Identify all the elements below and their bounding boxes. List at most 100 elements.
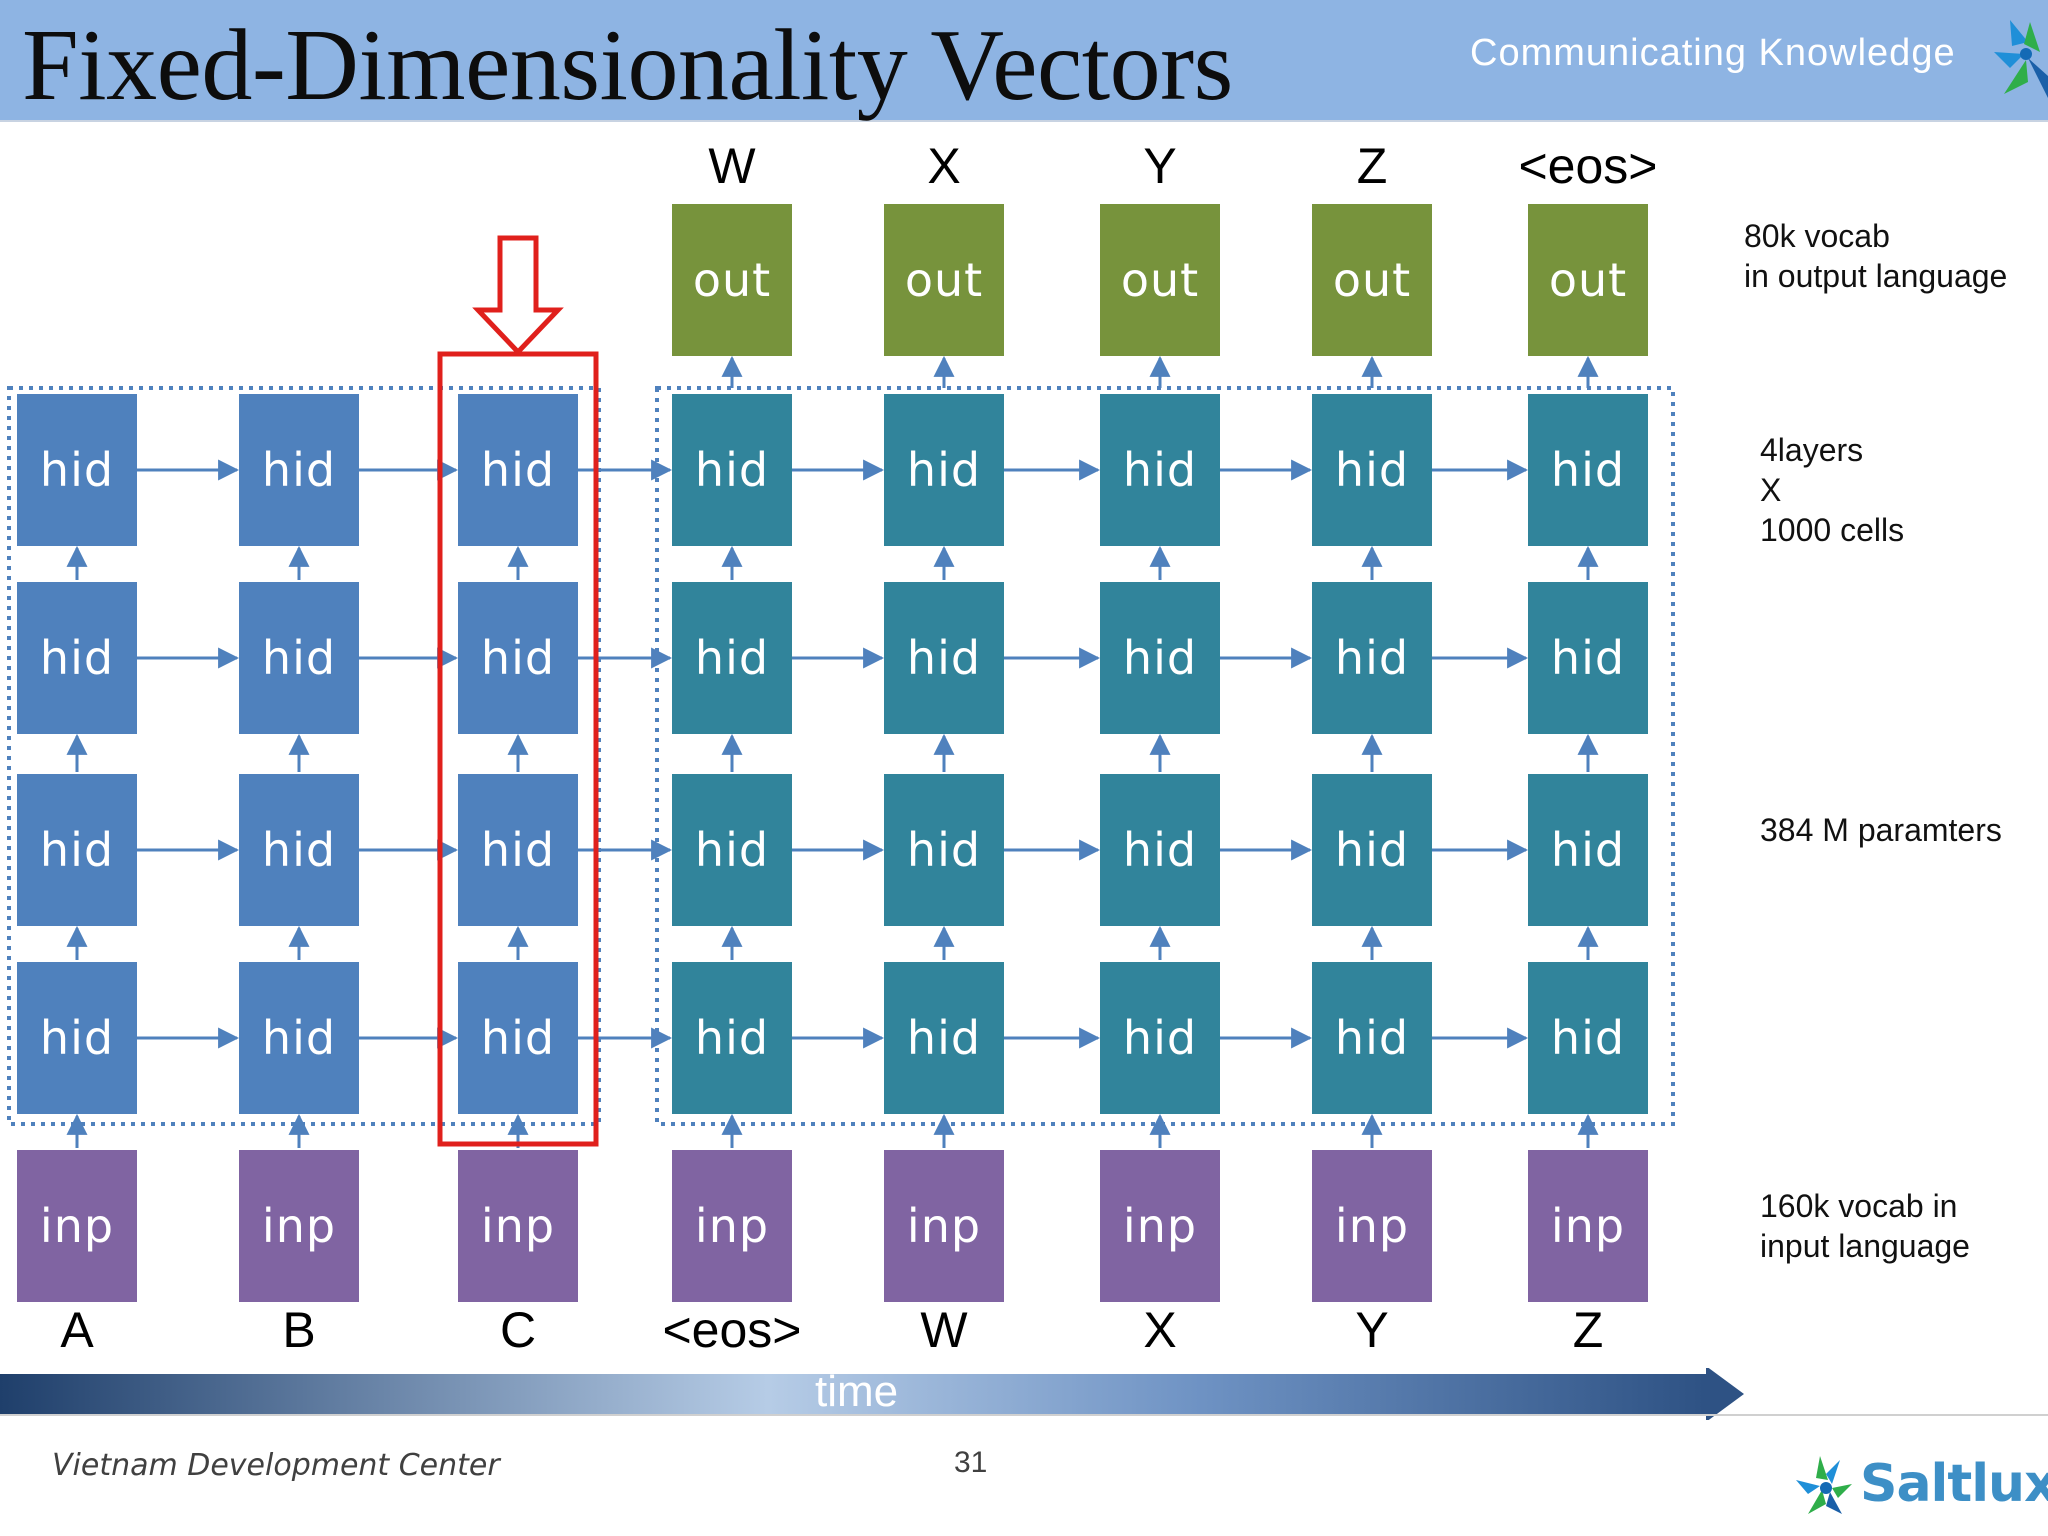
output-cell-t5: out <box>884 204 1004 356</box>
hidden-cell-t8-layer1-label: hid <box>1550 1011 1626 1065</box>
hidden-cell-t4-layer2: hid <box>672 774 792 926</box>
brand-name: Saltlux <box>1860 1454 2048 1514</box>
input-token-t2: B <box>282 1302 316 1358</box>
input-cell-t5: inp <box>884 1150 1004 1302</box>
note-layers: 4layers X 1000 cells <box>1760 432 1905 548</box>
hidden-cell-t1-layer3: hid <box>17 582 137 734</box>
input-token-t5: W <box>920 1302 968 1358</box>
footer-divider <box>0 1414 2048 1416</box>
hidden-cell-t7-layer4: hid <box>1312 394 1432 546</box>
output-cell-t4: out <box>672 204 792 356</box>
hidden-cell-t1-layer4: hid <box>17 394 137 546</box>
input-cell-t7: inp <box>1312 1150 1432 1302</box>
hidden-cell-t6-layer4-label: hid <box>1122 443 1198 497</box>
saltlux-star-icon <box>1994 20 2048 98</box>
input-cell-t4: inp <box>672 1150 792 1302</box>
hidden-cell-t1-layer2: hid <box>17 774 137 926</box>
hidden-cell-t7-layer3: hid <box>1312 582 1432 734</box>
hidden-cell-t8-layer1: hid <box>1528 962 1648 1114</box>
hidden-cell-t7-layer2-label: hid <box>1334 823 1410 877</box>
hidden-cell-t1-layer4-label: hid <box>39 443 115 497</box>
output-cell-t8: out <box>1528 204 1648 356</box>
hidden-cell-t6-layer3: hid <box>1100 582 1220 734</box>
output-token-5: <eos> <box>1518 138 1658 194</box>
hidden-cell-t4-layer1: hid <box>672 962 792 1114</box>
input-cell-t2-label: inp <box>261 1199 337 1253</box>
output-cell-t8-label: out <box>1548 253 1628 307</box>
input-cell-t8: inp <box>1528 1150 1648 1302</box>
hidden-cell-t5-layer3: hid <box>884 582 1004 734</box>
output-cell-t4-label: out <box>692 253 772 307</box>
hidden-cell-t4-layer3-label: hid <box>694 631 770 685</box>
hidden-cell-t3-layer1: hid <box>458 962 578 1114</box>
time-arrow <box>0 1368 1744 1420</box>
hidden-cell-t4-layer3: hid <box>672 582 792 734</box>
hidden-cell-t8-layer2-label: hid <box>1550 823 1626 877</box>
input-token-t1: A <box>60 1302 94 1358</box>
page-number: 31 <box>954 1446 988 1479</box>
brand-logo: Saltlux <box>1790 1450 2048 1522</box>
hidden-cell-t5-layer2: hid <box>884 774 1004 926</box>
hidden-cell-t3-layer2-label: hid <box>480 823 556 877</box>
note-output-vocab: 80k vocab in output language <box>1744 218 2008 294</box>
output-token-1: W <box>708 138 756 194</box>
hidden-cell-t7-layer1: hid <box>1312 962 1432 1114</box>
hidden-cell-t4-layer4: hid <box>672 394 792 546</box>
hidden-cell-t8-layer3: hid <box>1528 582 1648 734</box>
hidden-cell-t3-layer4: hid <box>458 394 578 546</box>
output-token-2: X <box>927 138 961 194</box>
hidden-cell-t8-layer4: hid <box>1528 394 1648 546</box>
input-cell-t4-label: inp <box>694 1199 770 1253</box>
output-cell-t6: out <box>1100 204 1220 356</box>
hidden-cell-t6-layer2-label: hid <box>1122 823 1198 877</box>
hidden-cell-t2-layer3: hid <box>239 582 359 734</box>
hidden-cell-t6-layer1-label: hid <box>1122 1011 1198 1065</box>
hidden-cell-t6-layer1: hid <box>1100 962 1220 1114</box>
hidden-cell-t5-layer2-label: hid <box>906 823 982 877</box>
input-cell-t7-label: inp <box>1334 1199 1410 1253</box>
input-token-t8: Z <box>1572 1302 1604 1358</box>
hidden-cell-t1-layer2-label: hid <box>39 823 115 877</box>
hidden-cell-t1-layer3-label: hid <box>39 631 115 685</box>
input-cell-t3: inp <box>458 1150 578 1302</box>
input-token-t3: C <box>499 1302 537 1358</box>
slide-title: Fixed-Dimensionality Vectors <box>22 9 1233 122</box>
hidden-cell-t2-layer4: hid <box>239 394 359 546</box>
hidden-cell-t8-layer3-label: hid <box>1550 631 1626 685</box>
input-cell-t2: inp <box>239 1150 359 1302</box>
title-bar: Fixed-Dimensionality Vectors Communicati… <box>0 0 2048 122</box>
highlight-down-arrow-icon <box>472 235 564 356</box>
hidden-cell-t6-layer3-label: hid <box>1122 631 1198 685</box>
hidden-cell-t5-layer1: hid <box>884 962 1004 1114</box>
hidden-cell-t2-layer4-label: hid <box>261 443 337 497</box>
time-label: time <box>815 1367 899 1416</box>
tagline: Communicating Knowledge <box>1470 32 1956 74</box>
output-cell-t7: out <box>1312 204 1432 356</box>
hidden-cell-t8-layer4-label: hid <box>1550 443 1626 497</box>
input-token-t4: <eos> <box>662 1302 802 1358</box>
input-cell-t6-label: inp <box>1122 1199 1198 1253</box>
output-cell-t5-label: out <box>904 253 984 307</box>
hidden-cell-t2-layer2-label: hid <box>261 823 337 877</box>
hidden-cell-t6-layer4: hid <box>1100 394 1220 546</box>
input-cell-t8-label: inp <box>1550 1199 1626 1253</box>
saltlux-logo-icon <box>1796 1456 1852 1514</box>
hidden-cell-t4-layer2-label: hid <box>694 823 770 877</box>
note-input-vocab: 160k vocab in input language <box>1760 1188 1970 1264</box>
output-token-4: Z <box>1356 138 1388 194</box>
hidden-cell-t7-layer1-label: hid <box>1334 1011 1410 1065</box>
input-cell-t3-label: inp <box>480 1199 556 1253</box>
input-cell-t5-label: inp <box>906 1199 982 1253</box>
output-cell-t6-label: out <box>1120 253 1200 307</box>
hidden-cell-t7-layer2: hid <box>1312 774 1432 926</box>
hidden-cell-t7-layer4-label: hid <box>1334 443 1410 497</box>
footer-organization: Vietnam Development Center <box>52 1448 500 1483</box>
hidden-cell-t3-layer1-label: hid <box>480 1011 556 1065</box>
hidden-cell-t4-layer4-label: hid <box>694 443 770 497</box>
hidden-cell-t2-layer1-label: hid <box>261 1011 337 1065</box>
hidden-cell-t8-layer2: hid <box>1528 774 1648 926</box>
output-cell-t7-label: out <box>1332 253 1412 307</box>
hidden-cell-t5-layer3-label: hid <box>906 631 982 685</box>
hidden-cell-t3-layer3: hid <box>458 582 578 734</box>
